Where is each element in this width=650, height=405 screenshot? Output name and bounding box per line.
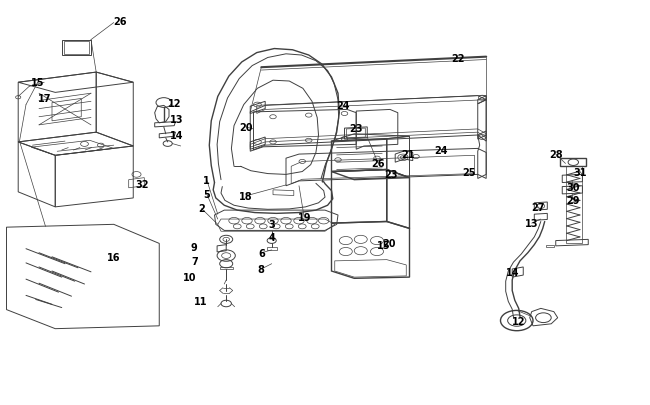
Text: 9: 9 [190,242,197,252]
Text: 32: 32 [135,179,148,189]
Text: 24: 24 [337,101,350,111]
Text: 4: 4 [268,232,275,242]
Text: 5: 5 [203,190,210,199]
Text: 26: 26 [114,17,127,27]
Text: 14: 14 [506,267,519,277]
Text: 17: 17 [38,94,51,104]
Text: 12: 12 [168,98,181,108]
Text: 23: 23 [350,124,363,134]
Text: 19: 19 [298,213,311,223]
Text: 20: 20 [382,239,395,249]
Text: 29: 29 [567,196,580,205]
Text: 21: 21 [402,150,415,160]
Text: 27: 27 [532,202,545,212]
Text: 13: 13 [170,115,183,124]
Text: 31: 31 [573,167,586,177]
Text: 12: 12 [512,316,525,326]
Text: 30: 30 [567,182,580,192]
Text: 26: 26 [372,159,385,169]
Text: 22: 22 [452,54,465,64]
Text: 25: 25 [463,167,476,177]
Text: 16: 16 [107,252,120,262]
Text: 15: 15 [377,240,390,250]
Text: 13: 13 [525,219,538,228]
Text: 18: 18 [239,192,252,201]
Text: 6: 6 [258,248,265,258]
Text: 8: 8 [258,264,265,274]
Text: 23: 23 [385,170,398,180]
Text: 15: 15 [31,78,44,88]
Text: 7: 7 [192,256,198,266]
Text: 28: 28 [549,150,562,160]
Text: 10: 10 [183,273,196,282]
Text: 20: 20 [239,123,252,132]
Text: 2: 2 [198,204,205,214]
Text: 24: 24 [434,146,447,156]
Text: 1: 1 [203,175,210,185]
Text: 3: 3 [268,220,275,230]
Text: 11: 11 [194,297,207,307]
Text: 14: 14 [170,131,183,141]
